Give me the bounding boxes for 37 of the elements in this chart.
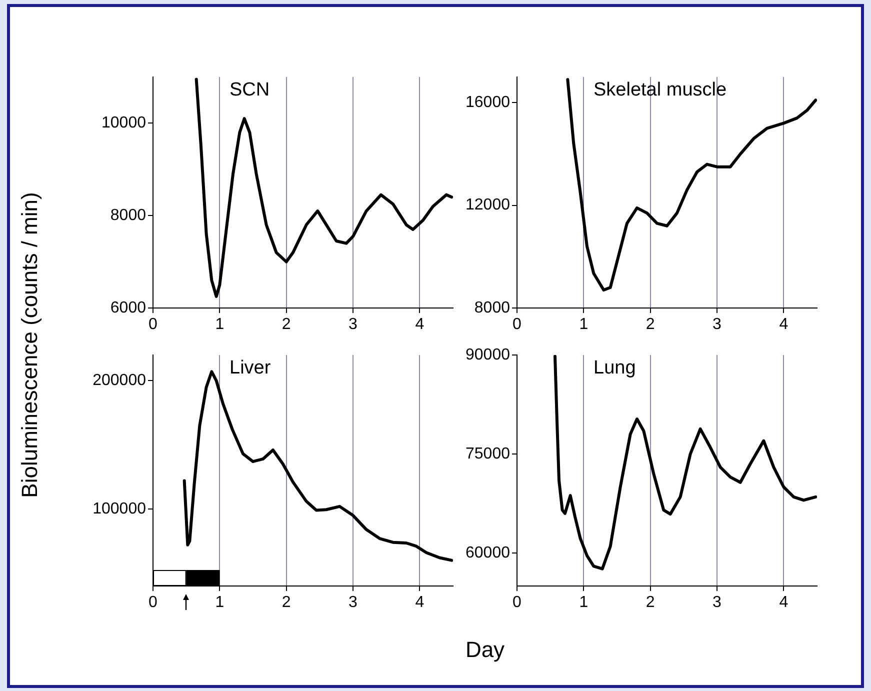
x-tick-label: 1 [579, 316, 588, 334]
y-tick-label: 200000 [92, 372, 146, 390]
y-tick-label: 12000 [466, 196, 510, 214]
y-tick-label: 90000 [466, 346, 510, 364]
x-tick-label: 4 [779, 316, 788, 334]
chart-title: Liver [230, 358, 272, 379]
x-tick-label: 2 [646, 316, 655, 334]
y-tick-label: 16000 [466, 94, 510, 112]
x-tick-label: 4 [415, 594, 424, 612]
x-tick-label: 2 [282, 316, 291, 334]
y-tick-label: 60000 [466, 544, 510, 562]
x-tick-label: 1 [215, 316, 224, 334]
y-tick-label: 10000 [102, 114, 146, 132]
x-tick-label: 0 [512, 594, 522, 612]
y-tick-label: 75000 [466, 445, 510, 462]
x-tick-label: 0 [512, 316, 522, 334]
x-tick-label: 4 [779, 594, 788, 612]
x-axis-title: Day [465, 637, 505, 663]
y-axis-title: Bioluminescence (counts / min) [17, 192, 43, 498]
x-tick-label: 4 [415, 316, 424, 334]
x-tick-label: 3 [712, 594, 722, 612]
y-tick-label: 8000 [474, 299, 510, 316]
y-tick-label: 100000 [92, 500, 146, 518]
x-tick-label: 2 [646, 594, 655, 612]
x-tick-label: 3 [348, 594, 358, 612]
x-tick-label: 3 [348, 316, 358, 334]
x-tick-label: 1 [215, 594, 224, 612]
y-tick-label: 6000 [110, 299, 146, 316]
chart-title: Lung [594, 358, 636, 379]
y-tick-label: 8000 [110, 207, 146, 224]
chart-title: Skeletal muscle [594, 80, 727, 101]
x-tick-label: 0 [148, 316, 158, 334]
x-tick-label: 2 [282, 594, 291, 612]
x-tick-label: 0 [148, 594, 158, 612]
x-tick-label: 1 [579, 594, 588, 612]
x-tick-label: 3 [712, 316, 722, 334]
chart-title: SCN [230, 80, 270, 101]
